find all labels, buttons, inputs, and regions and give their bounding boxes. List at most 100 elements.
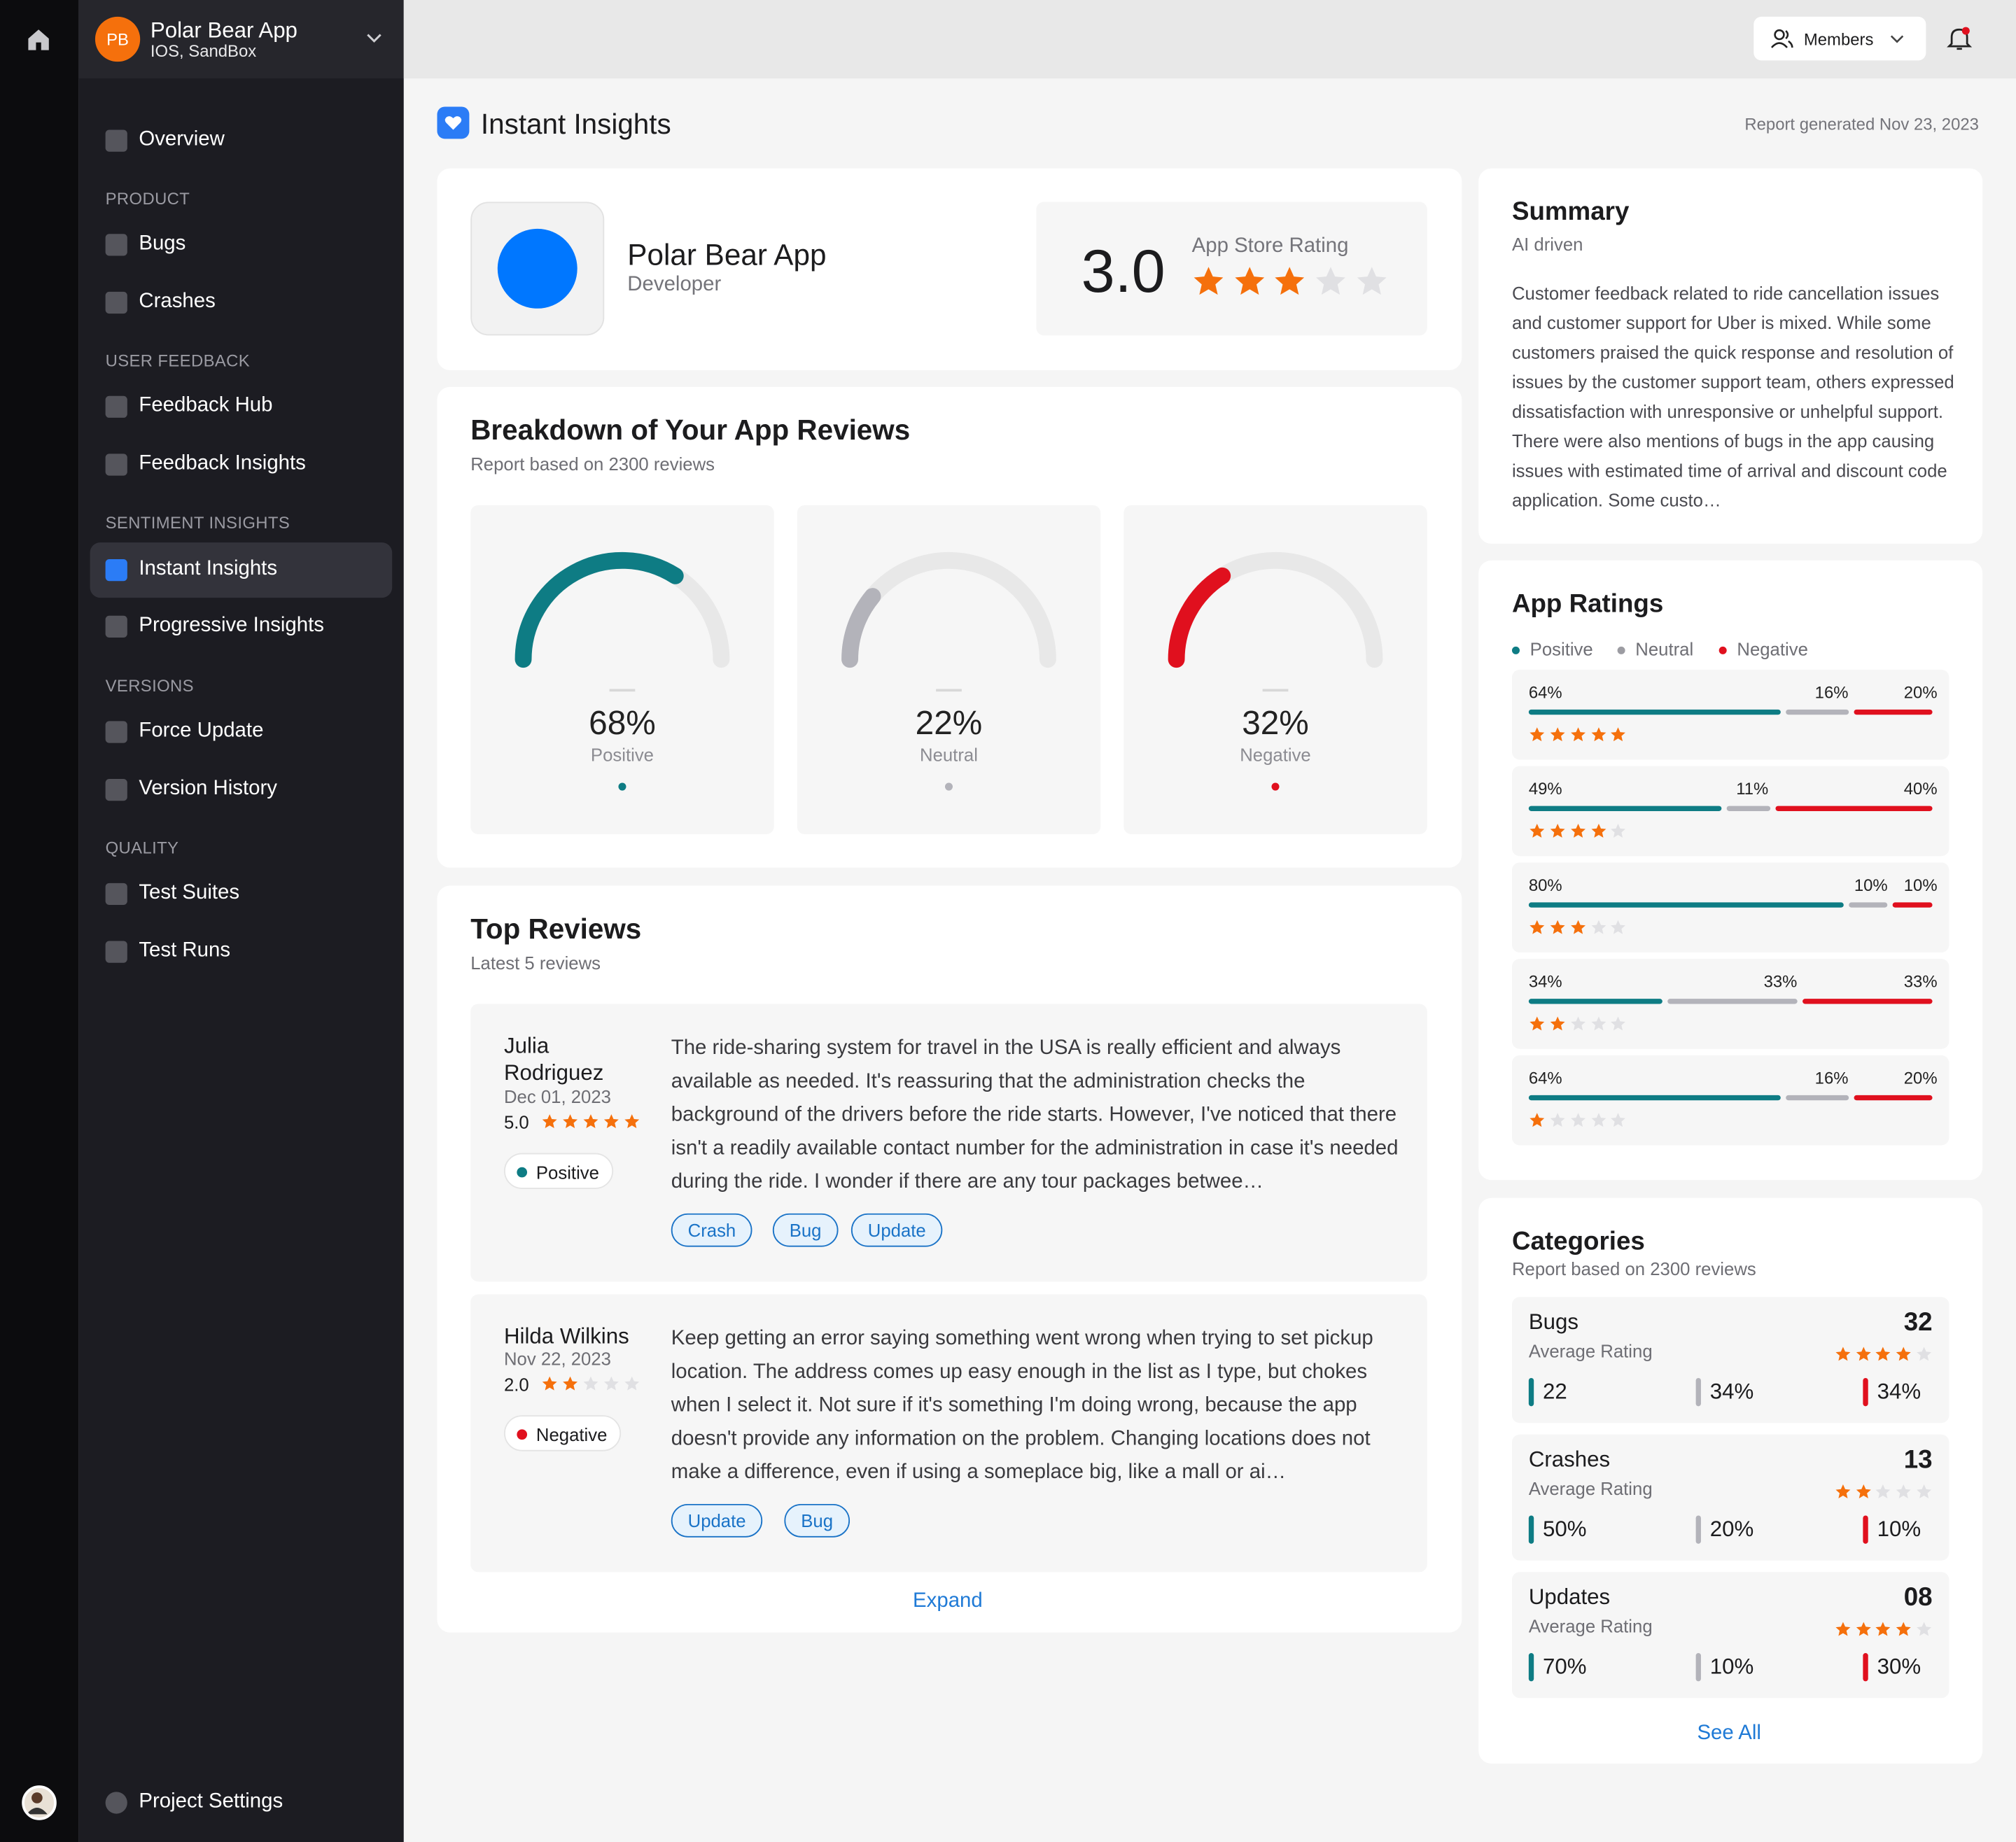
sidebar-item-label: Progressive Insights	[139, 614, 324, 637]
app-icon	[470, 202, 605, 336]
review-date: Dec 01, 2023	[503, 1086, 611, 1107]
gauge-positive: 68% Positive	[470, 505, 774, 835]
section-user-feedback: USER FEEDBACK	[105, 351, 251, 370]
category-bugs[interactable]: Bugs Average Rating 32 22 34% 34%	[1511, 1297, 1949, 1423]
category-stars	[1834, 1484, 1936, 1507]
rating-row-2-star: 34% 33% 33%	[1511, 959, 1949, 1049]
gauge-value: 68%	[589, 703, 656, 742]
star-filled-icon	[1570, 823, 1586, 838]
sidebar-item-feedback-hub[interactable]: Feedback Hub	[90, 379, 393, 435]
percent-positive: 64%	[1528, 682, 1562, 702]
sidebar-item-project-settings[interactable]: Project Settings	[90, 1775, 393, 1830]
user-avatar[interactable]	[22, 1785, 57, 1820]
star-empty-icon	[1550, 1113, 1565, 1127]
sidebar-item-overview[interactable]: Overview	[90, 113, 393, 169]
sidebar: PB Polar Bear App IOS, SandBox Overview …	[78, 0, 404, 1842]
score-value: 5.0	[503, 1111, 529, 1133]
gauge-dot	[1271, 782, 1280, 791]
project-switcher[interactable]: PB Polar Bear App IOS, SandBox	[78, 0, 404, 79]
sidebar-item-label: Feedback Insights	[139, 452, 306, 474]
upload-icon	[105, 721, 127, 743]
bar-positive	[1528, 709, 1781, 715]
overview-icon	[105, 129, 127, 152]
percent-neutral: 16%	[1814, 682, 1849, 702]
app-card: Polar Bear App Developer 3.0 App Store R…	[437, 168, 1462, 370]
category-crashes[interactable]: Crashes Average Rating 13 50% 20% 10%	[1511, 1434, 1949, 1561]
sidebar-item-label: Test Suites	[139, 881, 240, 904]
sidebar-item-version-history[interactable]: Version History	[90, 762, 393, 817]
sidebar-item-label: Force Update	[139, 719, 264, 742]
section-quality: QUALITY	[105, 838, 179, 858]
row-stars	[1529, 822, 1631, 845]
bell-icon[interactable]	[1947, 26, 1973, 52]
sidebar-item-feedback-insights[interactable]: Feedback Insights	[90, 437, 393, 492]
breakdown-subtitle: Report based on 2300 reviews	[470, 454, 715, 474]
tag-update[interactable]: Update	[671, 1503, 763, 1538]
tag-update[interactable]: Update	[850, 1213, 943, 1247]
star-filled-icon	[1550, 823, 1565, 838]
sidebar-item-label: Crashes	[139, 290, 216, 313]
heart-icon	[437, 106, 470, 139]
summary-text: Customer feedback related to ride cancel…	[1511, 283, 1954, 511]
rating-row-1-star: 64% 16% 20%	[1511, 1055, 1949, 1146]
members-label: Members	[1803, 29, 1874, 49]
app-name: Polar Bear App	[627, 237, 827, 272]
sidebar-item-instant-insights[interactable]: Instant Insights	[90, 542, 393, 598]
breakdown-title: Breakdown of Your App Reviews	[470, 414, 911, 447]
sidebar-item-force-update[interactable]: Force Update	[90, 705, 393, 760]
rating-row-5-star: 64% 16% 20%	[1511, 669, 1949, 760]
gauge-track	[514, 551, 730, 668]
box-icon	[105, 779, 127, 801]
tag-crash[interactable]: Crash	[671, 1213, 753, 1247]
star-filled-icon	[1275, 267, 1305, 295]
gauge-negative: 32% Negative	[1124, 505, 1427, 835]
average-rating-label: Average Rating	[1528, 1340, 1653, 1362]
percent-positive: 34%	[1528, 971, 1562, 992]
sidebar-item-test-suites[interactable]: Test Suites	[90, 866, 393, 922]
bar-neutral	[1726, 806, 1770, 811]
category-stars	[1834, 1621, 1936, 1644]
star-filled-icon	[624, 1114, 640, 1128]
sidebar-item-test-runs[interactable]: Test Runs	[90, 924, 393, 980]
star-empty-icon	[1611, 1016, 1626, 1031]
sidebar-item-label: Test Runs	[139, 939, 231, 962]
members-button[interactable]: Members	[1754, 16, 1926, 61]
sidebar-item-label: Overview	[139, 128, 225, 150]
expand-link[interactable]: Expand	[913, 1589, 983, 1612]
tag-bug[interactable]: Bug	[784, 1503, 850, 1538]
star-empty-icon	[1590, 1016, 1606, 1031]
rating-stars	[1192, 265, 1396, 304]
star-filled-icon	[1530, 1113, 1545, 1127]
gauge-value: 22%	[915, 703, 983, 742]
sidebar-item-bugs[interactable]: Bugs	[90, 217, 393, 272]
star-filled-icon	[1530, 1016, 1545, 1031]
sentiment-badge: Positive	[503, 1153, 614, 1189]
category-name: Crashes	[1528, 1447, 1611, 1472]
gauge-track	[841, 551, 1056, 668]
percent-neutral: 33%	[1763, 971, 1798, 992]
chart-icon	[105, 454, 127, 476]
rating-value: 3.0	[1081, 236, 1166, 305]
percent-negative: 20%	[1903, 682, 1938, 702]
section-product: PRODUCT	[105, 188, 190, 209]
category-count: 32	[1903, 1308, 1933, 1337]
see-all-link[interactable]: See All	[1697, 1722, 1761, 1745]
chevron-down-icon	[367, 34, 382, 43]
tag-bug[interactable]: Bug	[772, 1213, 839, 1247]
bar-negative	[1774, 806, 1933, 811]
percent-neutral: 10%	[1854, 875, 1888, 895]
home-icon[interactable]	[24, 26, 52, 54]
section-versions: VERSIONS	[105, 676, 194, 696]
top-reviews-subtitle: Latest 5 reviews	[470, 952, 601, 973]
review-score: 2.0	[504, 1374, 644, 1395]
link-icon	[105, 615, 127, 638]
star-filled-icon	[1590, 823, 1606, 838]
gauge-fill	[514, 551, 684, 668]
row-stars	[1529, 1112, 1631, 1135]
star-filled-icon	[1876, 1347, 1891, 1361]
row-stars	[1529, 1015, 1631, 1039]
percent-positive: 64%	[1528, 1068, 1562, 1088]
category-updates[interactable]: Updates Average Rating 08 70% 10% 30%	[1511, 1572, 1949, 1699]
sidebar-item-progressive-insights[interactable]: Progressive Insights	[90, 599, 393, 654]
sidebar-item-crashes[interactable]: Crashes	[90, 275, 393, 330]
